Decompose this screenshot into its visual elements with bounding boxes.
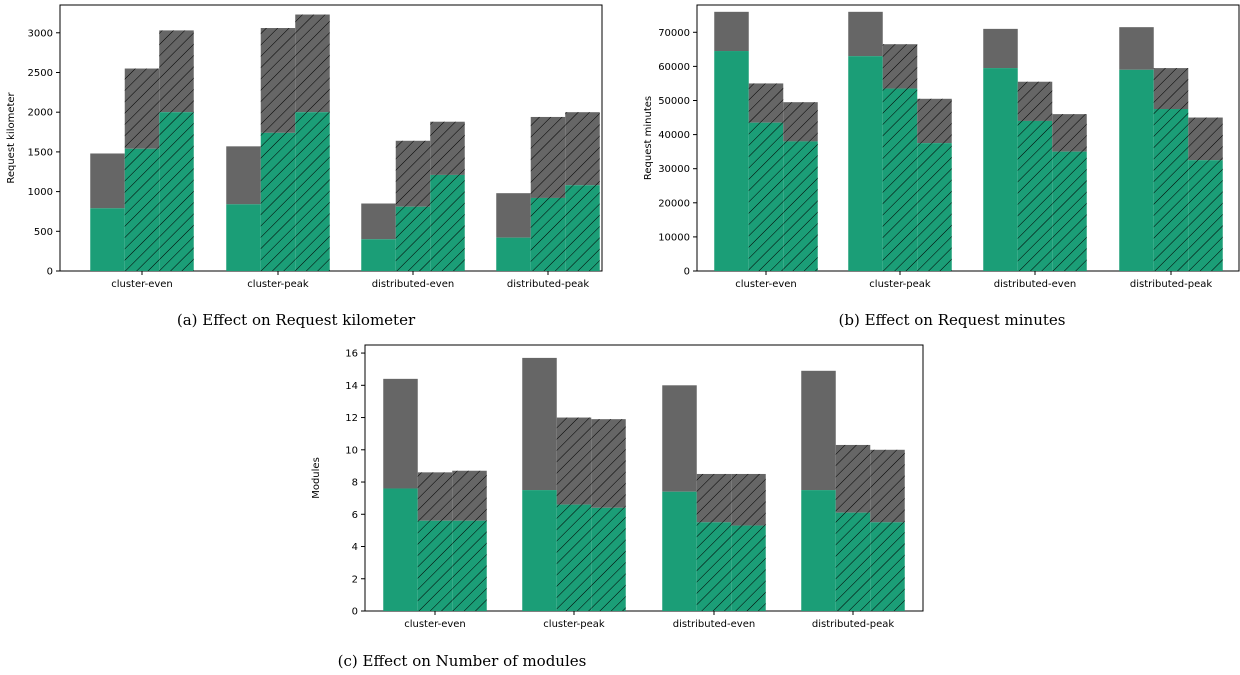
bar-total-segment — [1119, 27, 1154, 70]
y-tick-label: 0 — [352, 607, 358, 618]
y-tick-label: 2000 — [28, 108, 53, 119]
bar-hatch-overlay — [395, 140, 431, 271]
x-tick-label: distributed-peak — [507, 279, 589, 290]
bar-hatch-overlay — [1052, 114, 1087, 271]
bar-hatch-overlay — [882, 44, 918, 271]
bar-total-segment — [361, 203, 396, 240]
bar-hatch-overlay — [124, 68, 160, 271]
y-tick-label: 0 — [47, 267, 53, 278]
y-tick-label: 10 — [345, 445, 358, 456]
bar-total-segment — [848, 11, 883, 57]
bar-base-segment — [1119, 69, 1154, 272]
y-tick-label: 70000 — [658, 28, 690, 39]
bar-hatch-overlay — [295, 14, 330, 272]
bar-base-segment — [226, 204, 261, 271]
x-tick-label: distributed-even — [372, 279, 454, 290]
bar-hatch-overlay — [1017, 81, 1053, 271]
bar-total-segment — [662, 385, 697, 492]
y-tick-label: 16 — [345, 349, 358, 360]
axes-frame — [59, 4, 603, 272]
bar-hatch-overlay — [835, 444, 871, 611]
bar-hatch-overlay — [260, 28, 296, 271]
axes-frame — [696, 4, 1240, 272]
y-tick-label: 2 — [352, 574, 358, 585]
bar-base-segment — [496, 237, 531, 271]
bar-base-segment — [983, 68, 1018, 271]
chart-number-of-modules: 0 2 4 6 8 10 12 14 16 Modules cluster-even cluster-… — [311, 344, 924, 670]
bar-base-segment — [714, 51, 749, 272]
y-tick-label: 2500 — [28, 68, 53, 79]
bar-hatch-overlay — [731, 473, 766, 611]
y-tick-label: 60000 — [658, 62, 690, 73]
bar-hatch-overlay — [159, 30, 194, 272]
y-tick-label: 20000 — [658, 198, 690, 209]
bar-hatch-overlay — [870, 449, 905, 611]
bar-hatch-overlay — [696, 473, 732, 611]
bar-hatch-overlay — [430, 121, 465, 272]
bar-total-segment — [90, 153, 125, 209]
y-tick-label: 10000 — [658, 232, 690, 243]
bar-hatch-overlay — [565, 112, 600, 271]
x-tick-label: cluster-even — [735, 279, 797, 290]
y-tick-label: 0 — [684, 267, 690, 278]
bar-hatch-overlay — [1153, 68, 1189, 271]
bar-hatch-overlay — [530, 116, 566, 271]
x-tick-label: cluster-peak — [869, 279, 931, 290]
y-tick-label: 4 — [352, 542, 358, 553]
y-tick-label: 8 — [352, 478, 358, 489]
bar-base-segment — [90, 208, 125, 271]
y-tick-label: 30000 — [658, 164, 690, 175]
x-tick-label: distributed-peak — [1130, 279, 1212, 290]
subfigure-caption: (a) Effect on Request kilometer — [177, 311, 416, 329]
bar-base-segment — [383, 488, 418, 611]
bar-total-segment — [226, 146, 261, 205]
y-tick-label: 12 — [345, 413, 358, 424]
axes-frame — [364, 344, 924, 612]
chart-request-minutes: 0 10000 20000 30000 40000 50000 60000 70000 Requ… — [643, 4, 1240, 329]
x-tick-label: cluster-peak — [247, 279, 309, 290]
bar-hatch-overlay — [1188, 117, 1223, 272]
bar-total-segment — [714, 11, 749, 52]
bar-hatch-overlay — [748, 83, 784, 271]
y-axis-label: Request minutes — [643, 96, 654, 180]
x-tick-label: distributed-even — [994, 279, 1076, 290]
bar-total-segment — [496, 193, 531, 238]
bar-hatch-overlay — [556, 417, 592, 611]
y-tick-label: 3000 — [28, 28, 53, 39]
bar-hatch-overlay — [591, 419, 626, 611]
bar-total-segment — [801, 370, 836, 491]
bar-total-segment — [983, 28, 1018, 69]
y-tick-label: 500 — [34, 227, 53, 238]
x-tick-label: distributed-even — [673, 619, 755, 630]
bar-hatch-overlay — [417, 472, 453, 611]
bar-hatch-overlay — [452, 470, 487, 611]
subfigure-caption: (c) Effect on Number of modules — [338, 652, 587, 670]
bar-base-segment — [662, 491, 697, 611]
bar-hatch-overlay — [783, 102, 818, 271]
bar-base-segment — [361, 239, 396, 271]
y-tick-label: 1000 — [28, 187, 53, 198]
y-axis-label: Modules — [311, 457, 322, 499]
bar-hatch-overlay — [917, 98, 952, 272]
x-tick-label: cluster-peak — [543, 619, 605, 630]
x-tick-label: cluster-even — [111, 279, 173, 290]
subfigure-caption: (b) Effect on Request minutes — [839, 311, 1066, 329]
y-tick-label: 6 — [352, 510, 358, 521]
bar-total-segment — [522, 357, 557, 491]
bar-base-segment — [848, 56, 883, 272]
chart-request-kilometer: 0 500 1000 1500 2000 2500 3000 Request kilomete… — [6, 4, 603, 329]
y-tick-label: 1500 — [28, 147, 53, 158]
y-tick-label: 40000 — [658, 130, 690, 141]
bar-total-segment — [383, 378, 418, 489]
x-tick-label: distributed-peak — [812, 619, 894, 630]
bar-base-segment — [522, 490, 557, 611]
y-axis-label: Request kilometer — [6, 91, 17, 183]
bar-base-segment — [801, 490, 836, 611]
y-tick-label: 50000 — [658, 96, 690, 107]
y-tick-label: 14 — [345, 381, 358, 392]
x-tick-label: cluster-even — [404, 619, 466, 630]
